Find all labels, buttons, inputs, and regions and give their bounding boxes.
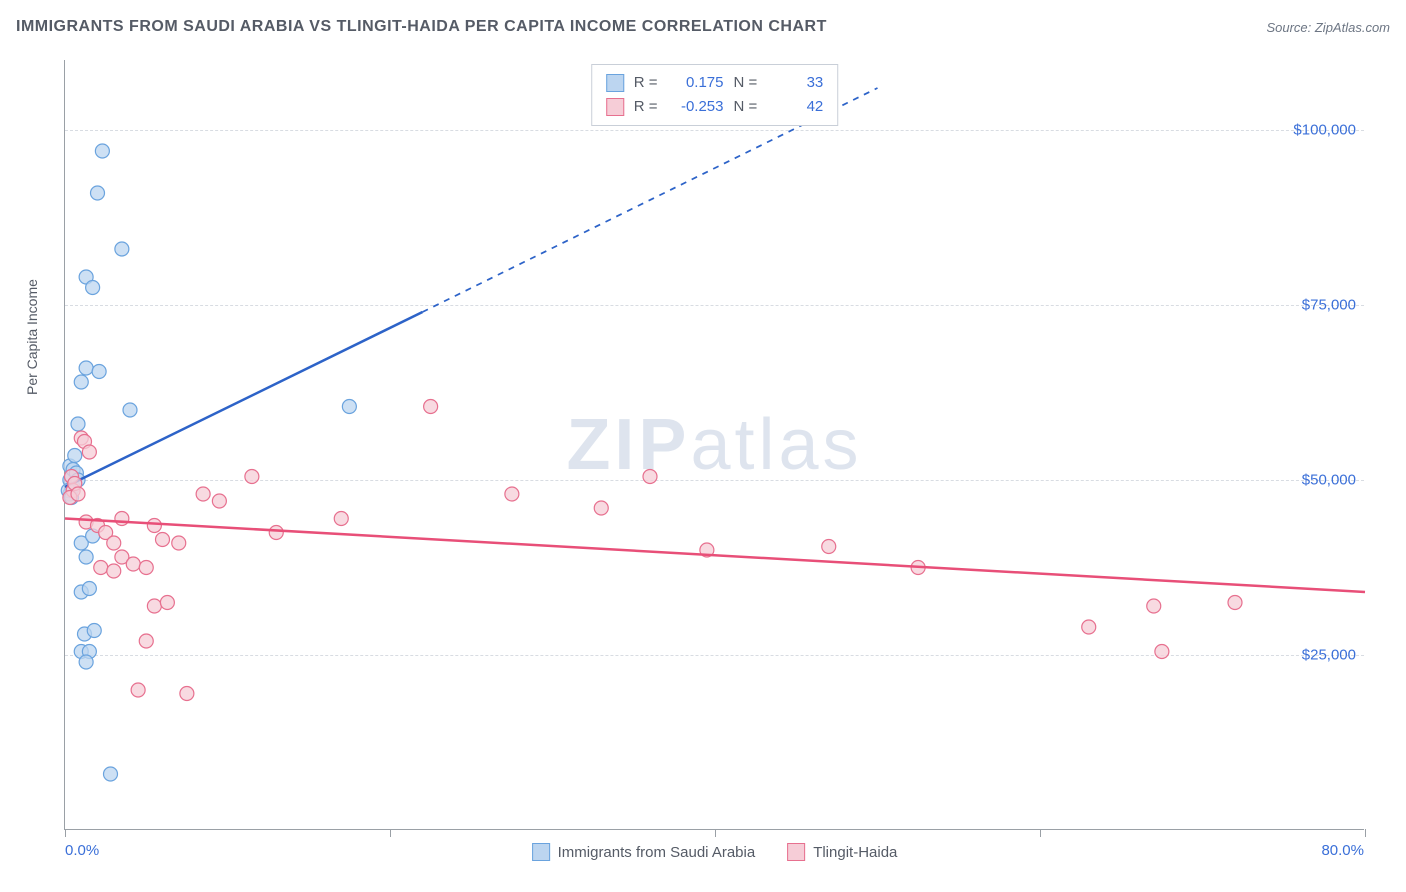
chart-title: IMMIGRANTS FROM SAUDI ARABIA VS TLINGIT-… [16, 18, 827, 36]
scatter-point-tlingit [115, 512, 129, 526]
scatter-point-tlingit [71, 487, 85, 501]
scatter-point-saudi [115, 242, 129, 256]
y-tick-label: $50,000 [1302, 472, 1356, 489]
scatter-point-saudi [79, 550, 93, 564]
scatter-point-tlingit [131, 683, 145, 697]
legend-swatch-series-2 [787, 843, 805, 861]
scatter-point-tlingit [269, 526, 283, 540]
scatter-point-tlingit [245, 470, 259, 484]
scatter-point-tlingit [196, 487, 210, 501]
scatter-point-tlingit [94, 561, 108, 575]
scatter-point-tlingit [643, 470, 657, 484]
scatter-point-tlingit [505, 487, 519, 501]
legend-label-series-1: Immigrants from Saudi Arabia [558, 844, 756, 861]
scatter-point-tlingit [156, 533, 170, 547]
x-tick [65, 829, 66, 837]
scatter-point-saudi [91, 186, 105, 200]
scatter-point-tlingit [594, 501, 608, 515]
x-tick [715, 829, 716, 837]
scatter-point-saudi [92, 365, 106, 379]
x-tick [390, 829, 391, 837]
r-value-series-1: 0.175 [668, 71, 724, 95]
stats-row-series-1: R = 0.175 N = 33 [606, 71, 824, 95]
swatch-series-2 [606, 98, 624, 116]
scatter-point-tlingit [1228, 596, 1242, 610]
scatter-point-tlingit [1155, 645, 1169, 659]
scatter-point-saudi [86, 281, 100, 295]
n-value-series-2: 42 [767, 95, 823, 119]
y-axis-label: Per Capita Income [24, 279, 40, 395]
y-tick-label: $100,000 [1293, 122, 1356, 139]
scatter-point-saudi [342, 400, 356, 414]
n-label: N = [734, 71, 758, 95]
scatter-point-saudi [79, 361, 93, 375]
y-tick-label: $75,000 [1302, 297, 1356, 314]
scatter-point-saudi [79, 655, 93, 669]
title-bar: IMMIGRANTS FROM SAUDI ARABIA VS TLINGIT-… [16, 18, 1390, 36]
scatter-point-tlingit [424, 400, 438, 414]
x-axis-min-label: 0.0% [65, 842, 99, 859]
stats-row-series-2: R = -0.253 N = 42 [606, 95, 824, 119]
r-value-series-2: -0.253 [668, 95, 724, 119]
legend-label-series-2: Tlingit-Haida [813, 844, 897, 861]
y-tick-label: $25,000 [1302, 647, 1356, 664]
scatter-point-tlingit [147, 599, 161, 613]
scatter-point-tlingit [107, 536, 121, 550]
source-label: Source: ZipAtlas.com [1266, 20, 1390, 35]
scatter-point-tlingit [1147, 599, 1161, 613]
x-tick [1040, 829, 1041, 837]
scatter-point-saudi [87, 624, 101, 638]
scatter-point-tlingit [147, 519, 161, 533]
bottom-legend: Immigrants from Saudi Arabia Tlingit-Hai… [532, 843, 898, 861]
x-tick [1365, 829, 1366, 837]
scatter-point-tlingit [82, 445, 96, 459]
scatter-point-saudi [82, 582, 96, 596]
scatter-point-saudi [68, 449, 82, 463]
scatter-point-tlingit [822, 540, 836, 554]
r-label: R = [634, 95, 658, 119]
scatter-point-tlingit [180, 687, 194, 701]
legend-item-series-2: Tlingit-Haida [787, 843, 897, 861]
r-label: R = [634, 71, 658, 95]
scatter-point-tlingit [334, 512, 348, 526]
swatch-series-1 [606, 74, 624, 92]
scatter-point-tlingit [212, 494, 226, 508]
trend-line-tlingit [65, 519, 1365, 593]
scatter-point-tlingit [1082, 620, 1096, 634]
chart-container: Per Capita Income ZIPatlas R = 0.175 N =… [50, 60, 1370, 830]
trend-line-saudi [65, 312, 423, 487]
n-label: N = [734, 95, 758, 119]
scatter-plot-svg [65, 60, 1364, 829]
scatter-point-tlingit [172, 536, 186, 550]
scatter-point-tlingit [126, 557, 140, 571]
scatter-point-tlingit [160, 596, 174, 610]
x-axis-max-label: 80.0% [1321, 842, 1364, 859]
plot-area: ZIPatlas R = 0.175 N = 33 R = -0.253 N =… [64, 60, 1364, 830]
legend-item-series-1: Immigrants from Saudi Arabia [532, 843, 756, 861]
scatter-point-tlingit [139, 561, 153, 575]
legend-swatch-series-1 [532, 843, 550, 861]
n-value-series-1: 33 [767, 71, 823, 95]
scatter-point-saudi [74, 375, 88, 389]
stats-legend-box: R = 0.175 N = 33 R = -0.253 N = 42 [591, 64, 839, 126]
scatter-point-tlingit [107, 564, 121, 578]
scatter-point-saudi [104, 767, 118, 781]
scatter-point-saudi [123, 403, 137, 417]
scatter-point-saudi [95, 144, 109, 158]
scatter-point-saudi [71, 417, 85, 431]
scatter-point-tlingit [139, 634, 153, 648]
